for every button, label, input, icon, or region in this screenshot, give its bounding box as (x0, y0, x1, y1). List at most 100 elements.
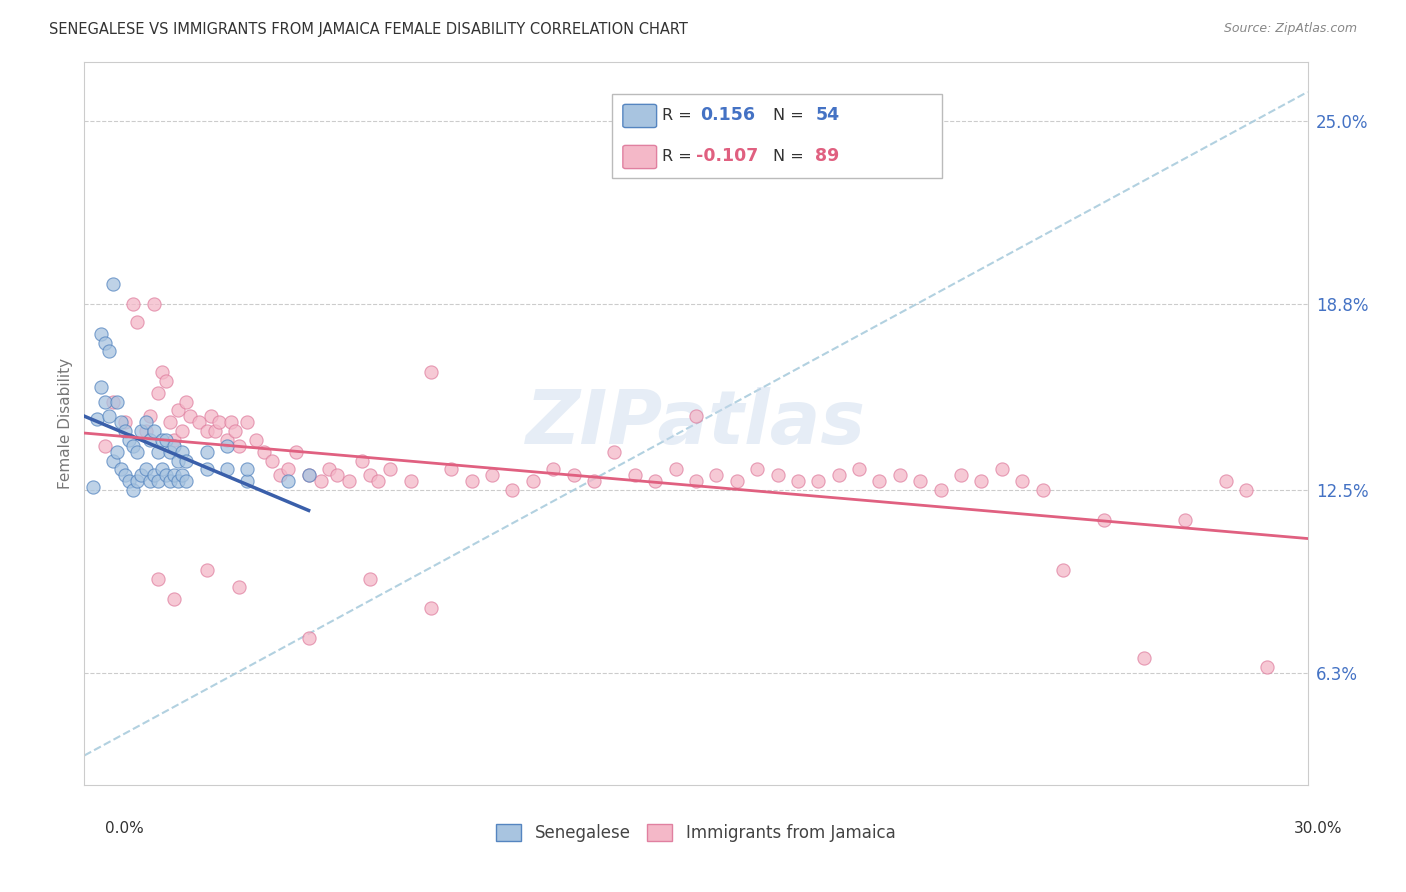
Point (155, 433, 177, 447)
Point (159, 444, 181, 458)
Point (110, 462, 132, 476)
Point (1215, 474, 1237, 488)
Point (1174, 512, 1197, 526)
Point (131, 468, 153, 483)
Point (127, 315, 149, 329)
Point (174, 453, 197, 467)
Point (172, 468, 194, 483)
Point (217, 439, 239, 453)
Point (90, 380, 112, 394)
Point (150, 462, 173, 476)
Point (179, 409, 201, 424)
Text: N =: N = (773, 108, 810, 122)
Point (97, 409, 120, 424)
Point (167, 403, 190, 417)
Point (142, 424, 165, 438)
Point (359, 468, 381, 483)
Point (204, 424, 226, 438)
Point (187, 415, 209, 429)
Point (97, 344, 120, 359)
Point (138, 409, 160, 424)
Point (685, 409, 707, 424)
Point (82, 480, 104, 494)
Point (138, 474, 160, 488)
Point (90, 326, 112, 341)
Point (318, 462, 340, 476)
Point (970, 474, 993, 488)
Point (155, 468, 177, 483)
Point (195, 563, 218, 577)
Point (603, 444, 626, 458)
Point (163, 468, 186, 483)
Point (1032, 483, 1054, 497)
Point (195, 462, 218, 476)
Point (122, 483, 145, 497)
Point (522, 474, 544, 488)
Point (167, 453, 190, 467)
Point (101, 453, 124, 467)
Point (269, 468, 291, 483)
Point (766, 468, 789, 483)
Point (150, 365, 173, 379)
Point (142, 297, 165, 311)
Point (350, 453, 373, 467)
Point (285, 444, 308, 458)
Point (277, 462, 299, 476)
Point (991, 462, 1014, 476)
Point (110, 415, 132, 429)
Point (150, 433, 173, 447)
Point (339, 474, 361, 488)
Point (929, 483, 952, 497)
Point (195, 424, 218, 438)
Point (122, 439, 145, 453)
Point (146, 572, 169, 586)
Point (135, 462, 157, 476)
Point (114, 424, 136, 438)
Point (105, 394, 128, 409)
Text: SENEGALESE VS IMMIGRANTS FROM JAMAICA FEMALE DISABILITY CORRELATION CHART: SENEGALESE VS IMMIGRANTS FROM JAMAICA FE… (49, 22, 688, 37)
Point (217, 462, 239, 476)
Text: ZIPatlas: ZIPatlas (526, 387, 866, 460)
Point (163, 592, 186, 607)
Point (277, 474, 299, 488)
Point (131, 424, 153, 438)
Y-axis label: Female Disability: Female Disability (58, 358, 73, 490)
Point (146, 385, 169, 400)
Text: 30.0%: 30.0% (1295, 821, 1343, 836)
Point (135, 415, 157, 429)
Legend: Senegalese, Immigrants from Jamaica: Senegalese, Immigrants from Jamaica (489, 817, 903, 849)
Point (114, 468, 136, 483)
Point (253, 444, 276, 458)
Point (260, 453, 283, 467)
Text: Source: ZipAtlas.com: Source: ZipAtlas.com (1223, 22, 1357, 36)
Text: 89: 89 (815, 147, 839, 165)
Point (848, 462, 870, 476)
Point (93, 335, 115, 350)
Point (93, 439, 115, 453)
Point (665, 462, 688, 476)
Text: 0.156: 0.156 (700, 106, 755, 124)
Point (828, 468, 851, 483)
Point (543, 462, 565, 476)
Point (174, 394, 197, 409)
Point (159, 474, 181, 488)
Point (440, 462, 463, 476)
Point (787, 474, 810, 488)
Point (138, 433, 160, 447)
Point (562, 468, 585, 483)
Point (380, 462, 402, 476)
Point (228, 439, 250, 453)
Point (298, 468, 321, 483)
Point (167, 474, 190, 488)
Point (200, 409, 222, 424)
Point (1092, 512, 1115, 526)
Point (298, 468, 321, 483)
Text: 54: 54 (815, 106, 839, 124)
Point (86, 412, 108, 426)
Point (236, 415, 259, 429)
Point (309, 474, 332, 488)
Point (624, 468, 647, 483)
Point (135, 424, 157, 438)
Point (685, 474, 707, 488)
Point (461, 474, 484, 488)
